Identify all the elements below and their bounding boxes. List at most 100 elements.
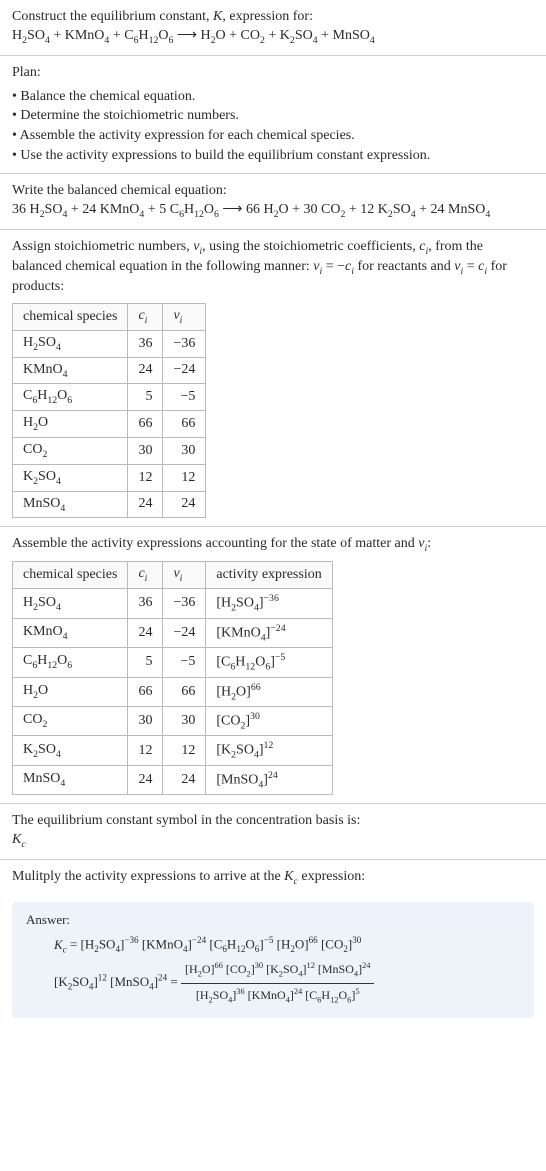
cell-species: K2SO4 — [13, 736, 128, 765]
plan-item: • Determine the stoichiometric numbers. — [12, 106, 534, 126]
plan-section: Plan: • Balance the chemical equation. •… — [0, 56, 546, 174]
cell-ci: 66 — [128, 677, 163, 706]
stoich-table: chemical species ci νi H2SO436−36KMnO424… — [12, 303, 206, 518]
table-row: CO23030[CO2]30 — [13, 707, 333, 736]
multiply-section: Mulitply the activity expressions to arr… — [0, 860, 546, 896]
cell-ci: 30 — [128, 437, 163, 464]
th-species: chemical species — [13, 562, 128, 589]
table-row: C6H12O65−5[C6H12O6]−5 — [13, 648, 333, 677]
th-ci: ci — [128, 304, 163, 331]
cell-vi: 66 — [163, 411, 206, 438]
table-row: K2SO41212[K2SO4]12 — [13, 736, 333, 765]
cell-ci: 12 — [128, 464, 163, 491]
cell-ci: 5 — [128, 648, 163, 677]
plan-title: Plan: — [12, 64, 534, 83]
table-header-row: chemical species ci νi — [13, 304, 206, 331]
header-line1: Construct the equilibrium constant, K, e… — [12, 8, 534, 27]
table-row: MnSO42424[MnSO4]24 — [13, 765, 333, 794]
table-row: KMnO424−24[KMnO4]−24 — [13, 618, 333, 647]
cell-species: H2SO4 — [13, 330, 128, 357]
header-equation: H2SO4 + KMnO4 + C6H12O6 ⟶ H2O + CO2 + K2… — [12, 27, 534, 47]
assign-intro: Assign stoichiometric numbers, νi, using… — [12, 238, 534, 297]
cell-species: C6H12O6 — [13, 384, 128, 411]
plan-list: • Balance the chemical equation. • Deter… — [12, 87, 534, 165]
cell-ci: 36 — [128, 589, 163, 618]
th-species: chemical species — [13, 304, 128, 331]
table-row: K2SO41212 — [13, 464, 206, 491]
assemble-intro: Assemble the activity expressions accoun… — [12, 535, 534, 555]
cell-ci: 66 — [128, 411, 163, 438]
plan-item: • Assemble the activity expression for e… — [12, 126, 534, 146]
th-vi: νi — [163, 304, 206, 331]
table-row: H2O6666[H2O]66 — [13, 677, 333, 706]
cell-species: KMnO4 — [13, 618, 128, 647]
cell-species: K2SO4 — [13, 464, 128, 491]
cell-species: H2O — [13, 677, 128, 706]
cell-species: KMnO4 — [13, 357, 128, 384]
cell-vi: 30 — [163, 437, 206, 464]
table-header-row: chemical species ci νi activity expressi… — [13, 562, 333, 589]
cell-species: H2SO4 — [13, 589, 128, 618]
multiply-text: Mulitply the activity expressions to arr… — [12, 868, 534, 888]
cell-ci: 5 — [128, 384, 163, 411]
symbol-section: The equilibrium constant symbol in the c… — [0, 804, 546, 860]
header-section: Construct the equilibrium constant, K, e… — [0, 0, 546, 56]
table-row: C6H12O65−5 — [13, 384, 206, 411]
table-row: MnSO42424 — [13, 491, 206, 518]
plan-item: • Balance the chemical equation. — [12, 87, 534, 107]
symbol-line1: The equilibrium constant symbol in the c… — [12, 812, 534, 831]
table-row: KMnO424−24 — [13, 357, 206, 384]
cell-ci: 30 — [128, 707, 163, 736]
cell-activity: [K2SO4]12 — [206, 736, 332, 765]
answer-line2: [K2SO4]12 [MnSO4]24 = [H2O]66 [CO2]30 [K… — [54, 958, 520, 1008]
cell-species: H2O — [13, 411, 128, 438]
cell-activity: [H2SO4]−36 — [206, 589, 332, 618]
plan-item: • Use the activity expressions to build … — [12, 146, 534, 166]
cell-activity: [C6H12O6]−5 — [206, 648, 332, 677]
answer-label: Answer: — [26, 912, 520, 928]
cell-activity: [CO2]30 — [206, 707, 332, 736]
cell-species: MnSO4 — [13, 491, 128, 518]
fraction-denominator: [H2SO4]36 [KMnO4]24 [C6H12O6]5 — [181, 984, 374, 1008]
table-row: H2O6666 — [13, 411, 206, 438]
cell-vi: 24 — [163, 491, 206, 518]
cell-species: C6H12O6 — [13, 648, 128, 677]
answer-box: Answer: Kc = [H2SO4]−36 [KMnO4]−24 [C6H1… — [12, 902, 534, 1018]
cell-ci: 24 — [128, 618, 163, 647]
assemble-section: Assemble the activity expressions accoun… — [0, 527, 546, 803]
cell-ci: 24 — [128, 765, 163, 794]
cell-vi: 12 — [163, 464, 206, 491]
th-vi: νi — [163, 562, 206, 589]
balanced-intro: Write the balanced chemical equation: — [12, 182, 534, 201]
cell-species: CO2 — [13, 707, 128, 736]
answer-body: Kc = [H2SO4]−36 [KMnO4]−24 [C6H12O6]−5 [… — [26, 932, 520, 1008]
cell-species: CO2 — [13, 437, 128, 464]
th-activity: activity expression — [206, 562, 332, 589]
cell-activity: [KMnO4]−24 — [206, 618, 332, 647]
answer-fraction: [H2O]66 [CO2]30 [K2SO4]12 [MnSO4]24[H2SO… — [181, 958, 374, 1008]
symbol-kc: Kc — [12, 831, 534, 851]
cell-vi: 24 — [163, 765, 206, 794]
cell-ci: 24 — [128, 491, 163, 518]
fraction-numerator: [H2O]66 [CO2]30 [K2SO4]12 [MnSO4]24 — [181, 958, 374, 983]
cell-vi: −5 — [163, 648, 206, 677]
cell-ci: 36 — [128, 330, 163, 357]
table-row: CO23030 — [13, 437, 206, 464]
cell-activity: [MnSO4]24 — [206, 765, 332, 794]
cell-vi: 30 — [163, 707, 206, 736]
cell-vi: 12 — [163, 736, 206, 765]
cell-ci: 24 — [128, 357, 163, 384]
cell-ci: 12 — [128, 736, 163, 765]
answer-line1: Kc = [H2SO4]−36 [KMnO4]−24 [C6H12O6]−5 [… — [54, 932, 520, 958]
activity-table: chemical species ci νi activity expressi… — [12, 561, 333, 795]
cell-vi: −5 — [163, 384, 206, 411]
cell-vi: −24 — [163, 357, 206, 384]
assign-section: Assign stoichiometric numbers, νi, using… — [0, 230, 546, 526]
balanced-equation: 36 H2SO4 + 24 KMnO4 + 5 C6H12O6 ⟶ 66 H2O… — [12, 201, 534, 221]
table-row: H2SO436−36[H2SO4]−36 — [13, 589, 333, 618]
table-row: H2SO436−36 — [13, 330, 206, 357]
th-ci: ci — [128, 562, 163, 589]
cell-vi: −36 — [163, 330, 206, 357]
cell-vi: −36 — [163, 589, 206, 618]
cell-activity: [H2O]66 — [206, 677, 332, 706]
